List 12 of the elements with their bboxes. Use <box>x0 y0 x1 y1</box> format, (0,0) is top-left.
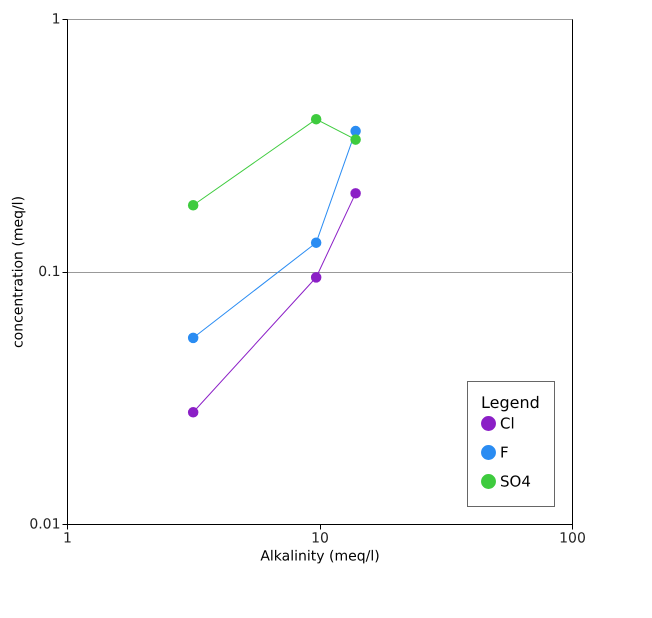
legend-label: Cl <box>500 414 515 432</box>
x-tick-label: 100 <box>559 530 586 546</box>
y-tick-label: 1 <box>52 12 60 28</box>
x-tick-label: 1 <box>63 530 72 546</box>
y-axis-title: concentration (meq/l) <box>10 196 26 348</box>
legend-label: F <box>500 444 509 462</box>
y-tick-label: 0.1 <box>38 264 60 280</box>
y-tick-label: 0.01 <box>29 516 60 532</box>
legend-title: Legend <box>481 393 540 412</box>
legend-label: SO4 <box>500 472 531 490</box>
x-tick-label: 10 <box>311 530 329 546</box>
x-axis-title: Alkalinity (meq/l) <box>260 548 380 564</box>
